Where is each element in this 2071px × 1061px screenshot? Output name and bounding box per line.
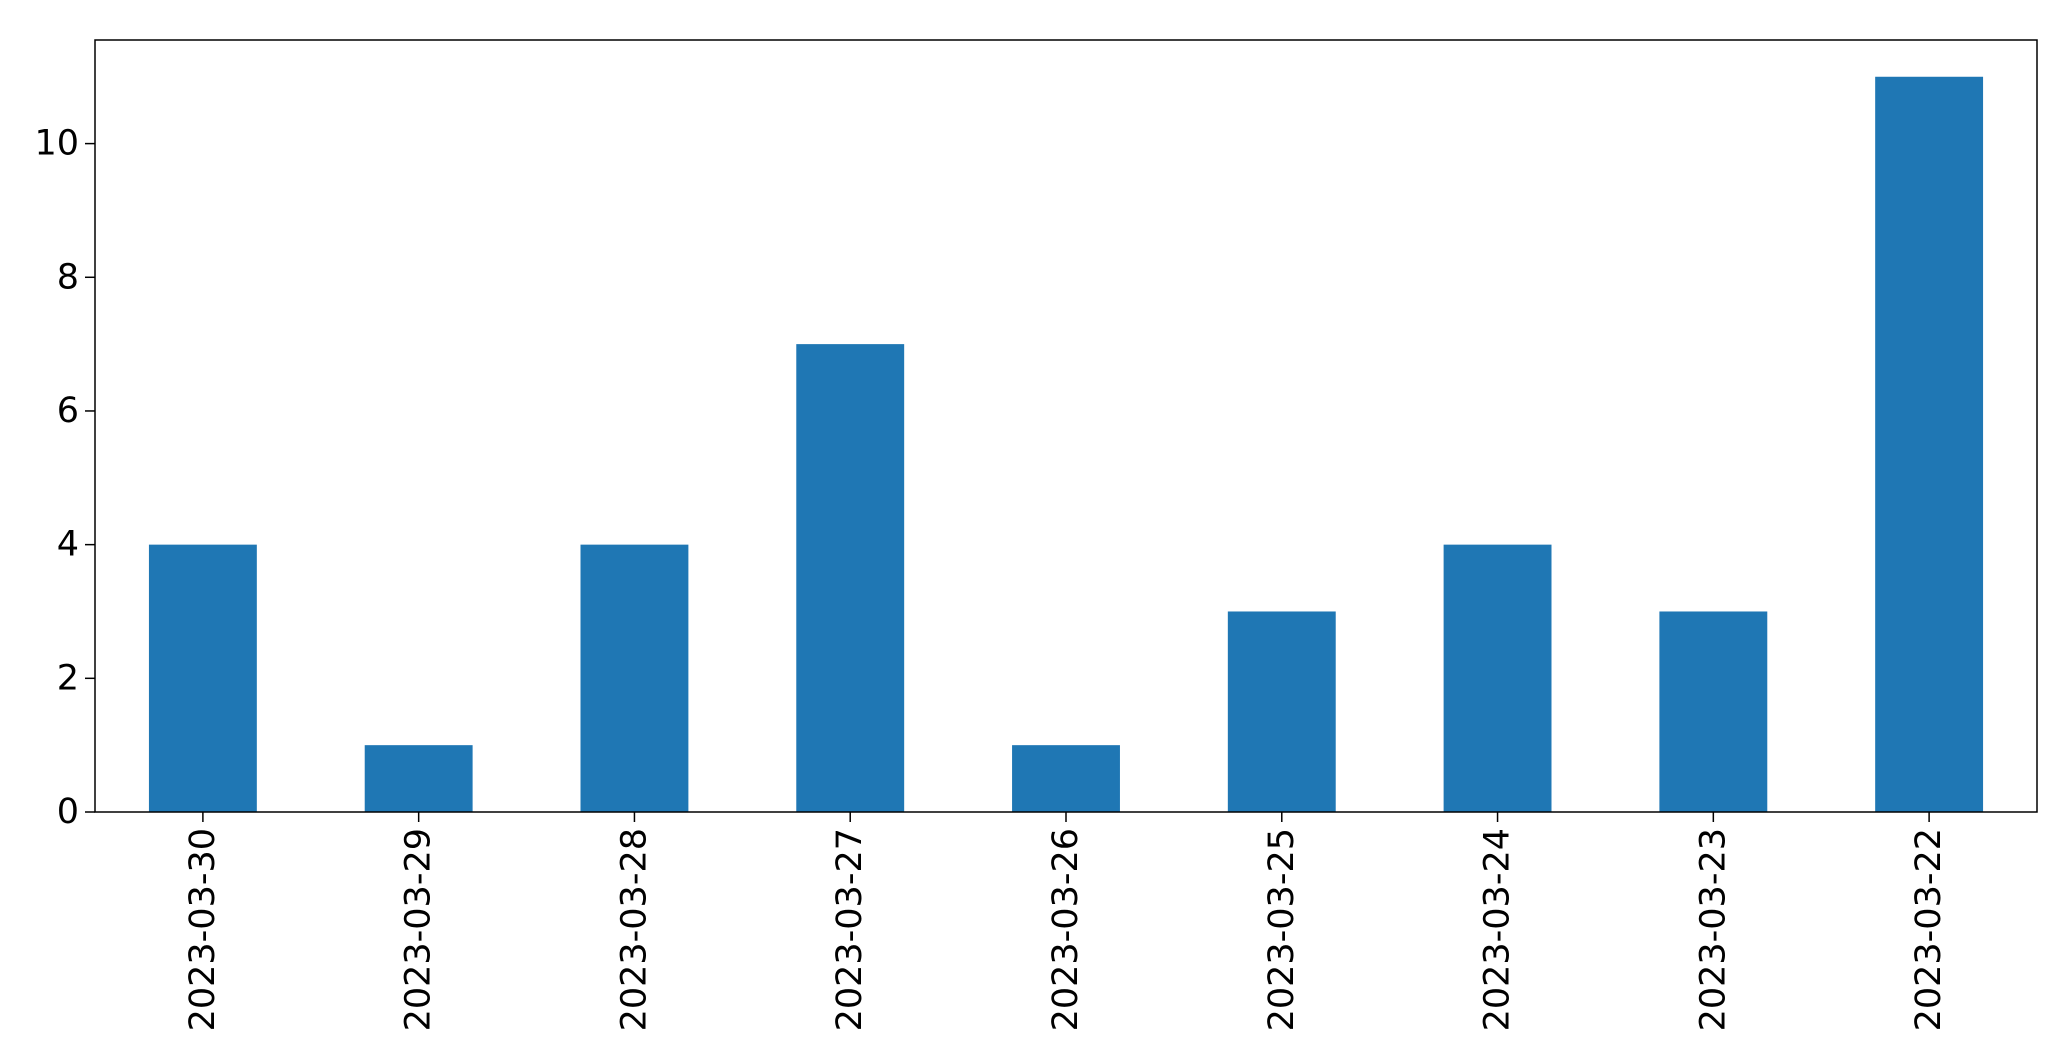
y-axis: 0 2 4 6 8 10	[34, 124, 95, 832]
bar-2023-03-23	[1659, 611, 1768, 812]
bar-2023-03-24	[1443, 544, 1552, 812]
y-tick-label: 10	[34, 124, 79, 164]
bars	[148, 76, 1984, 812]
y-tick-label: 8	[57, 257, 79, 297]
bar-2023-03-22	[1875, 76, 1984, 812]
x-tick-label: 2023-03-30	[183, 828, 223, 1031]
x-tick-label: 2023-03-28	[614, 828, 654, 1031]
x-tick-label: 2023-03-22	[1909, 828, 1949, 1031]
y-tick-label: 0	[57, 792, 79, 832]
bar-2023-03-28	[580, 544, 689, 812]
x-tick-label: 2023-03-27	[830, 828, 870, 1031]
x-tick-label: 2023-03-23	[1693, 828, 1733, 1031]
y-tick-label: 4	[57, 525, 79, 565]
bar-2023-03-25	[1227, 611, 1336, 812]
bar-2023-03-30	[148, 544, 257, 812]
y-tick-label: 6	[57, 391, 79, 431]
bar-2023-03-26	[1012, 745, 1120, 812]
x-tick-label: 2023-03-29	[399, 828, 439, 1031]
x-tick-label: 2023-03-26	[1046, 828, 1086, 1031]
y-tick-label: 2	[57, 658, 79, 698]
bar-2023-03-27	[796, 344, 905, 812]
x-axis: 2023-03-30 2023-03-29 2023-03-28 2023-03-27…	[183, 812, 1949, 1031]
bar-2023-03-29	[364, 745, 473, 812]
x-tick-label: 2023-03-24	[1478, 828, 1518, 1031]
x-tick-label: 2023-03-25	[1262, 828, 1302, 1031]
